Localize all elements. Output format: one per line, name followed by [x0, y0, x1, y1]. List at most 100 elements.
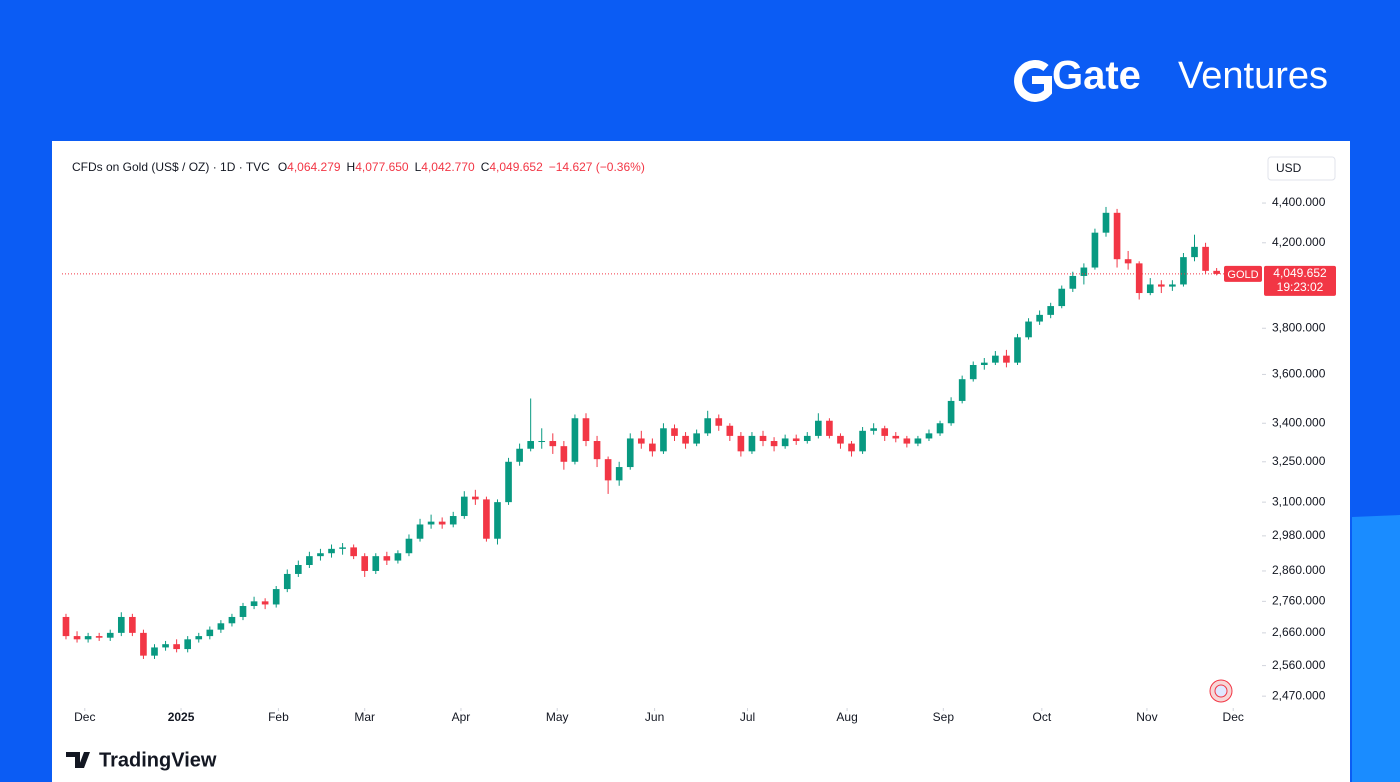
x-tick-label: Apr	[452, 710, 471, 724]
candle-body	[328, 548, 335, 554]
y-tick-label: 3,800.000	[1272, 320, 1326, 334]
candle-body	[162, 644, 169, 648]
candle-body	[350, 547, 357, 557]
candle-body	[306, 556, 313, 566]
candle-body	[549, 441, 557, 447]
candle-body	[815, 420, 822, 436]
candle-body	[637, 438, 645, 444]
candle-body	[748, 435, 756, 452]
candle-body	[1169, 284, 1176, 287]
candle-body	[980, 362, 988, 365]
candle-body	[859, 430, 866, 452]
y-tick-label: 3,250.000	[1272, 454, 1326, 468]
ohlc-value: 4,064.279	[287, 160, 341, 174]
candle-body	[195, 636, 203, 640]
candle-body	[582, 418, 590, 442]
candle-body	[936, 423, 944, 434]
x-tick-label: Feb	[268, 710, 289, 724]
candle-body	[1157, 284, 1165, 287]
candle-body	[228, 616, 236, 624]
price-box	[1264, 265, 1336, 296]
candle-body	[737, 435, 745, 452]
candle-body	[947, 400, 955, 424]
candle-body	[317, 553, 324, 557]
candle-body	[781, 438, 789, 447]
candle-body	[472, 496, 479, 500]
candle-body	[151, 647, 158, 656]
candle-body	[958, 379, 966, 401]
candle-body	[438, 521, 446, 525]
tv-name: TradingView	[99, 749, 217, 771]
candle-body	[494, 502, 501, 539]
symbol: GOLD	[1227, 269, 1258, 281]
ohlc-key: L	[415, 160, 422, 174]
candle-body	[416, 524, 424, 539]
candle-body	[1146, 284, 1154, 294]
candle-body	[427, 521, 435, 525]
currency-button[interactable]	[1267, 156, 1336, 181]
candle-body	[538, 441, 546, 443]
symbol-box	[1224, 265, 1262, 282]
y-tick-label: 3,100.000	[1272, 494, 1326, 508]
candle-body	[95, 636, 103, 638]
candle-body	[1191, 246, 1198, 258]
y-tick-label: 2,470.000	[1272, 688, 1326, 702]
candle-body	[925, 433, 933, 439]
tv-icon	[66, 752, 90, 768]
candle-body	[483, 499, 490, 539]
candle-body	[1014, 337, 1021, 363]
flag-icon	[1209, 679, 1233, 703]
candle-body	[261, 601, 269, 605]
brand-logo: Gate Ventures	[1014, 54, 1328, 102]
candle-body	[173, 644, 180, 650]
last-price: 4,049.652	[1273, 266, 1327, 280]
candle-body	[615, 467, 623, 481]
x-tick-label: Mar	[354, 710, 375, 724]
candle-body	[1202, 246, 1209, 271]
candle-body	[826, 420, 833, 436]
currency: USD	[1276, 161, 1302, 175]
candle-body	[527, 441, 534, 449]
candle-body	[1047, 306, 1054, 315]
y-tick-label: 2,560.000	[1272, 658, 1326, 672]
candle-body	[460, 496, 468, 517]
candle-body	[870, 428, 877, 431]
candle-body	[239, 606, 247, 617]
candle-body	[1025, 321, 1032, 338]
candle-body	[1180, 257, 1187, 285]
candle-body	[837, 435, 844, 444]
candle-body	[892, 435, 900, 439]
candle-body	[1102, 212, 1110, 233]
x-tick-label: Oct	[1032, 710, 1051, 724]
candle-body	[903, 438, 911, 444]
candle-body	[992, 355, 999, 363]
candle-body	[626, 438, 634, 468]
y-tick-label: 4,400.000	[1272, 195, 1326, 209]
candle-body	[1135, 263, 1143, 294]
y-tick-label: 2,860.000	[1272, 563, 1326, 577]
x-tick-label: 2025	[168, 710, 195, 724]
candle-body	[184, 639, 192, 650]
chart-title: CFDs on Gold (US$ / OZ) · 1D · TVC	[72, 160, 270, 174]
brand-name: Gate	[1052, 54, 1141, 98]
candle-body	[372, 556, 380, 571]
candle-body	[62, 616, 70, 637]
background-accent	[1352, 515, 1400, 782]
candle-body	[449, 516, 457, 525]
x-tick-label: Jun	[645, 710, 664, 724]
candle-body	[1058, 288, 1066, 307]
candle-body	[140, 632, 147, 656]
y-tick-label: 4,200.000	[1272, 235, 1326, 249]
candle-body	[361, 556, 369, 571]
candle-body	[682, 435, 689, 444]
candle-body	[969, 364, 977, 380]
candle-body	[693, 433, 700, 444]
candle-body	[405, 538, 413, 554]
candle-body	[604, 459, 612, 481]
candle-body	[881, 428, 889, 436]
brand-suffix: Ventures	[1178, 55, 1328, 97]
y-tick-label: 3,600.000	[1272, 367, 1326, 381]
x-tick-label: Dec	[74, 710, 95, 724]
flag-inner	[1214, 684, 1228, 698]
